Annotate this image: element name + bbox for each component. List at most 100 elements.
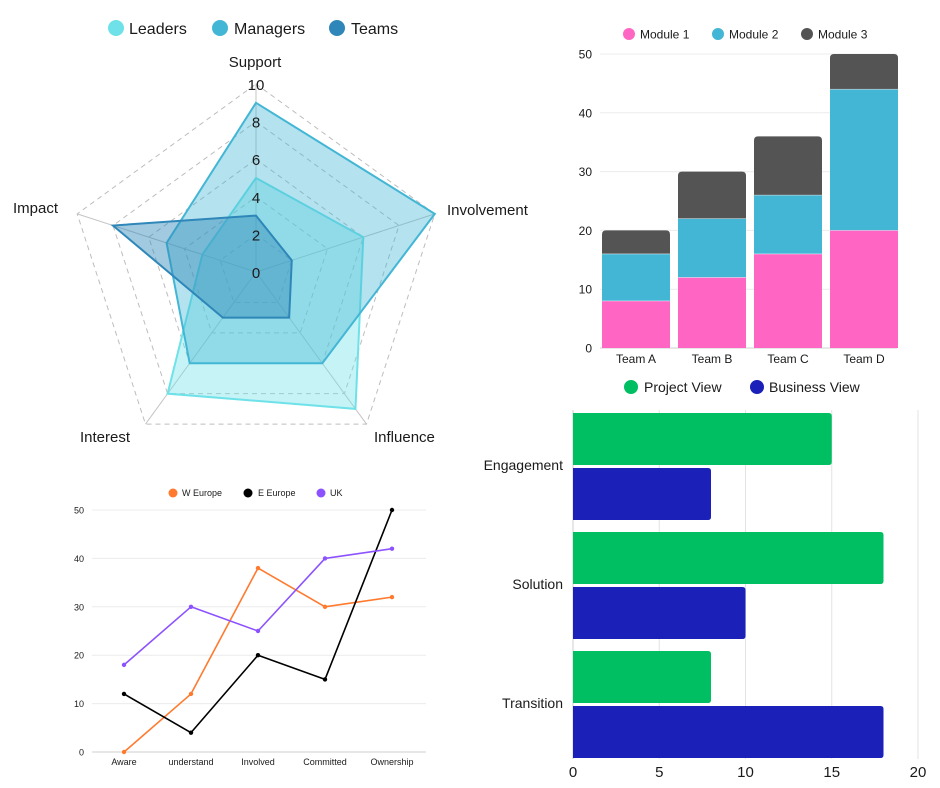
radar-axis-label: Influence	[374, 429, 435, 446]
data-point	[322, 556, 328, 561]
y-tick-label: 50	[74, 506, 84, 516]
radar-tick-label: 4	[252, 190, 260, 207]
bar-segment-module-2	[830, 89, 898, 231]
legend-marker-1	[243, 488, 253, 498]
y-tick-label: 30	[579, 165, 593, 179]
bar-segment-module-2	[678, 218, 746, 278]
x-tick-label: Team C	[767, 352, 809, 366]
radar-spoke	[255, 271, 367, 425]
radar-tick-label: 0	[252, 265, 260, 282]
legend-label: Module 1	[640, 27, 690, 41]
legend-label: Leaders	[129, 21, 187, 38]
y-category-label: Solution	[512, 576, 563, 592]
y-category-label: Engagement	[484, 457, 564, 473]
y-category-label: Transition	[502, 695, 563, 711]
legend-label: Teams	[351, 21, 398, 38]
bar-segment-module-3	[754, 136, 822, 196]
legend-marker-0	[168, 488, 178, 498]
data-point	[255, 565, 261, 571]
radar-series-leaders	[166, 176, 365, 410]
y-tick-label: 20	[579, 224, 593, 238]
radar-series-teams	[110, 214, 293, 319]
x-tick-label: 0	[569, 764, 577, 781]
y-tick-label: 30	[74, 602, 84, 612]
radar-grid-ring	[148, 158, 364, 364]
radar-tick-label: 10	[248, 77, 265, 94]
bar-segment-module-2	[754, 195, 822, 254]
radar-axis-label: Interest	[80, 429, 131, 446]
y-tick-label: 0	[585, 342, 592, 356]
legend-label: W Europe	[182, 488, 222, 498]
y-tick-label: 10	[74, 699, 84, 709]
radar-axis-label: Support	[229, 54, 282, 71]
bar-project-view	[573, 532, 884, 584]
legend-label: Managers	[234, 21, 305, 38]
bar-segment-module-3	[602, 230, 670, 254]
x-tick-label: 15	[823, 764, 840, 781]
line-series-e-europe	[123, 509, 393, 734]
radar-series-managers	[165, 101, 437, 365]
bar-business-view	[573, 468, 711, 520]
bar-project-view	[573, 651, 711, 703]
legend-marker-1	[750, 380, 764, 394]
x-tick-label: 10	[737, 764, 754, 781]
y-tick-label: 10	[579, 283, 593, 297]
radar-grid-ring	[112, 120, 400, 395]
radar-grid-ring	[183, 196, 329, 334]
data-point	[255, 653, 261, 658]
data-point	[121, 749, 127, 755]
bar-business-view	[573, 587, 746, 639]
radar-tick-label: 6	[252, 152, 260, 169]
bar-segment-module-3	[830, 54, 898, 90]
bar-segment-module-3	[678, 171, 746, 219]
data-point	[389, 594, 395, 600]
line-series-w-europe	[123, 567, 393, 753]
x-tick-label: Involved	[241, 757, 275, 767]
y-tick-label: 40	[74, 554, 84, 564]
bar-segment-module-1	[754, 253, 822, 348]
data-point	[322, 604, 328, 609]
legend-marker-1	[712, 28, 724, 40]
radar-chart: 0 2 4 6 8 10 Support Involvement Influence Intere…	[13, 20, 529, 446]
x-tick-label: 5	[655, 764, 663, 781]
legend-marker-1	[212, 20, 228, 36]
radar-grid-ring	[219, 233, 293, 303]
legend-marker-0	[624, 380, 638, 394]
x-tick-label: Team B	[692, 352, 733, 366]
bar-segment-module-2	[602, 253, 670, 301]
bar-segment-module-1	[602, 300, 670, 348]
y-tick-label: 0	[79, 748, 84, 758]
x-tick-label: 20	[910, 764, 927, 781]
stacked-bar-chart: 0 10 20 30 40 50 Team A Team B Team C Team D Modul…	[579, 27, 898, 366]
x-tick-label: Aware	[111, 757, 136, 767]
y-tick-label: 40	[579, 106, 593, 120]
data-point	[121, 662, 127, 668]
legend-marker-0	[108, 20, 124, 36]
line-chart: 0 10 20 30 40 50 Aware understand Involved Commit…	[74, 488, 426, 767]
x-tick-label: Team D	[843, 352, 885, 366]
data-point	[389, 546, 395, 551]
radar-spoke	[145, 271, 257, 425]
bar-business-view	[573, 706, 884, 758]
data-point	[188, 730, 194, 735]
legend-label: UK	[330, 488, 343, 498]
bar-segment-module-1	[830, 230, 898, 348]
data-point	[121, 691, 127, 697]
y-tick-label: 50	[579, 48, 593, 62]
y-tick-label: 20	[74, 651, 84, 661]
legend-marker-2	[329, 20, 345, 36]
data-point	[255, 628, 261, 634]
legend-label: Project View	[644, 379, 722, 395]
legend-label: Module 2	[729, 27, 779, 41]
radar-tick-label: 8	[252, 115, 260, 132]
bar-project-view	[573, 413, 832, 465]
radar-axis-label: Impact	[13, 200, 59, 217]
legend-marker-2	[316, 488, 326, 498]
legend-label: Module 3	[818, 27, 868, 41]
data-point	[389, 507, 395, 513]
radar-axis-label: Involvement	[447, 202, 529, 219]
data-point	[188, 604, 194, 609]
legend-label: E Europe	[258, 488, 296, 498]
x-tick-label: Committed	[303, 757, 347, 767]
